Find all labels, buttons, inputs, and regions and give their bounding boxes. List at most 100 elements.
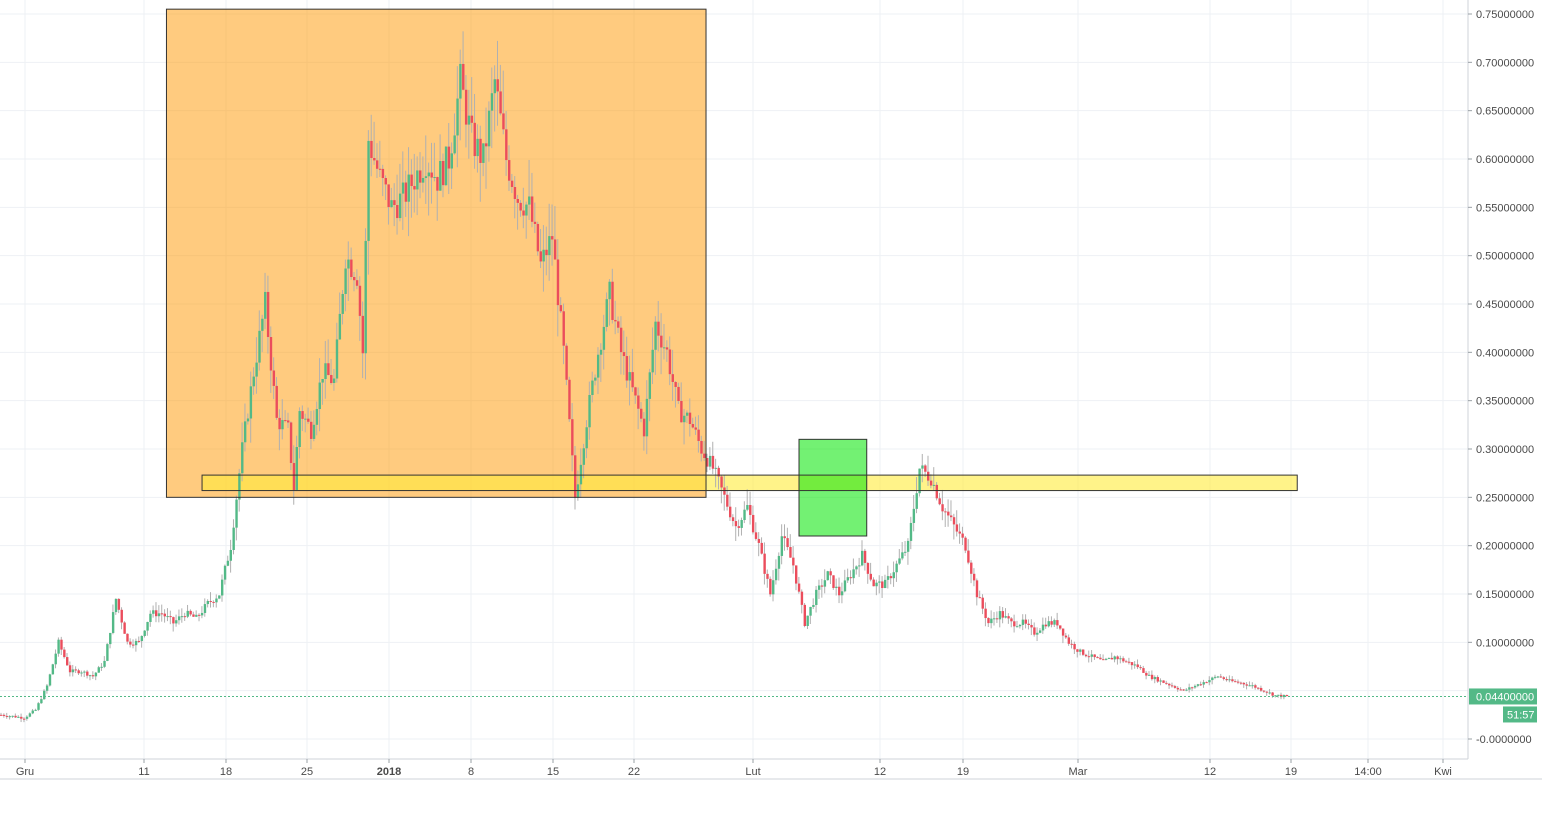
candle-body xyxy=(671,374,674,382)
candle-body xyxy=(318,382,321,410)
price-tick-label: 0.75000000 xyxy=(1476,9,1534,21)
candle-body xyxy=(720,476,723,488)
candle-body xyxy=(304,418,307,420)
candle-body xyxy=(783,536,786,539)
candle-body xyxy=(1001,611,1005,618)
candle-body xyxy=(574,455,577,498)
time-axis[interactable]: Gru 11 18 25 2018 8 15 22 Lut 12 19 Mar 12 19 14:00 Kwi xyxy=(16,759,1452,778)
candle-body xyxy=(1202,682,1205,685)
candle-body xyxy=(588,394,591,428)
candle-body xyxy=(582,448,586,465)
candle-body xyxy=(309,421,313,439)
candle-body xyxy=(327,363,330,375)
price-tick-label: 0.40000000 xyxy=(1476,347,1534,359)
candle-body xyxy=(533,221,537,224)
candle-body xyxy=(625,356,629,381)
candle-body xyxy=(22,718,26,720)
price-tick-label: 0.50000000 xyxy=(1476,251,1534,263)
candle-body xyxy=(835,586,838,589)
candle-body xyxy=(444,146,448,186)
candle-body xyxy=(869,573,873,580)
candle-body xyxy=(200,612,204,616)
time-tick-label: Kwi xyxy=(1434,766,1452,778)
candle-body xyxy=(146,621,149,631)
candle-body xyxy=(1242,682,1246,685)
time-tick-label: 18 xyxy=(220,766,232,778)
candle-body xyxy=(1099,657,1102,660)
candle-body xyxy=(809,606,812,616)
last-price-tag: 0.04400000 51:57 xyxy=(1469,688,1537,723)
last-price-tag-box xyxy=(1469,688,1537,705)
candle-body xyxy=(975,580,979,598)
candle-body xyxy=(223,565,227,580)
candle-body xyxy=(1179,689,1182,691)
time-tick-label: 15 xyxy=(547,766,559,778)
candle-body xyxy=(1271,692,1274,696)
candle-body xyxy=(1236,681,1240,683)
price-axis[interactable]: 0.75000000 0.70000000 0.65000000 0.60000000… xyxy=(1468,9,1534,746)
candle-body xyxy=(1044,624,1048,627)
candle-body xyxy=(347,259,350,269)
candle-body xyxy=(1102,659,1105,661)
candle-body xyxy=(1277,694,1280,696)
candle-body xyxy=(1136,664,1139,668)
candle-body xyxy=(195,614,198,617)
candle-body xyxy=(166,616,169,618)
candle-body xyxy=(964,537,967,551)
candle-body xyxy=(536,223,540,252)
time-tick-label: 22 xyxy=(628,766,640,778)
candle-body xyxy=(677,386,680,401)
candle-body xyxy=(766,573,769,579)
candle-body xyxy=(123,622,126,634)
candle-body xyxy=(542,249,545,262)
candle-body xyxy=(109,632,112,645)
candle-body xyxy=(502,113,505,130)
candle-body xyxy=(1107,657,1111,659)
candle-body xyxy=(275,385,278,418)
candle-body xyxy=(906,540,910,552)
candle-body xyxy=(1265,691,1269,693)
time-tick-label: 14:00 xyxy=(1354,766,1382,778)
candle-body xyxy=(140,635,144,642)
candle-body xyxy=(961,533,964,538)
candle-body xyxy=(17,716,20,718)
candle-body xyxy=(25,716,29,719)
candle-body xyxy=(706,457,709,467)
candle-body xyxy=(462,63,465,90)
candle-body xyxy=(522,210,525,216)
candle-body xyxy=(1067,637,1071,644)
candle-body xyxy=(645,398,649,437)
candle-body xyxy=(861,550,864,566)
orange-box-annotation xyxy=(166,9,707,498)
candle-body xyxy=(651,349,654,373)
candle-body xyxy=(915,493,918,509)
candle-body xyxy=(525,204,528,216)
price-tick-label: 0.15000000 xyxy=(1476,589,1534,601)
candle-body xyxy=(83,671,86,673)
candle-body xyxy=(493,79,497,94)
yellow-band-annotation-outline xyxy=(201,474,1298,492)
candle-body xyxy=(883,579,887,589)
candle-body xyxy=(324,363,327,380)
candle-body xyxy=(416,170,419,190)
candle-body xyxy=(1053,620,1056,625)
candle-body xyxy=(490,93,494,111)
candle-body xyxy=(57,639,60,654)
candle-body xyxy=(476,138,479,157)
candle-body xyxy=(683,415,686,423)
candle-body xyxy=(700,440,703,454)
candle-body xyxy=(596,354,600,378)
candle-body xyxy=(562,311,565,346)
candle-body xyxy=(8,716,12,718)
candle-body xyxy=(1228,679,1231,681)
candle-body xyxy=(952,517,956,525)
candle-body xyxy=(1280,694,1283,698)
candle-body xyxy=(413,186,416,190)
candle-body xyxy=(387,184,390,208)
candle-body xyxy=(284,420,287,422)
candle-body xyxy=(77,670,80,674)
candle-body xyxy=(1119,658,1122,660)
candle-body xyxy=(1159,680,1162,682)
candle-body xyxy=(565,345,568,380)
